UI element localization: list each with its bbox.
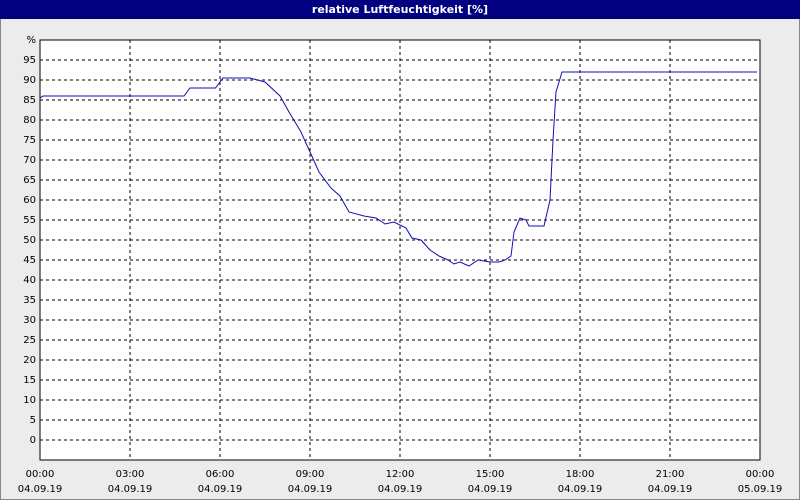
x-tick-label: 12:00 (386, 469, 415, 480)
y-tick-label: 0 (30, 435, 36, 446)
y-tick-label: 10 (23, 395, 36, 406)
y-tick-label: 5 (30, 415, 36, 426)
x-tick-date: 04.09.19 (198, 484, 243, 495)
y-tick-label: 25 (23, 335, 36, 346)
y-tick-label: 60 (23, 195, 36, 206)
y-tick-label: 85 (23, 95, 36, 106)
y-tick-label: 55 (23, 215, 36, 226)
x-tick-label: 00:00 (746, 469, 775, 480)
x-tick-label: 00:00 (26, 469, 55, 480)
y-tick-label: % (26, 35, 36, 46)
x-tick-date: 04.09.19 (288, 484, 333, 495)
x-tick-label: 03:00 (116, 469, 145, 480)
y-tick-label: 65 (23, 175, 36, 186)
y-tick-label: 75 (23, 135, 36, 146)
y-tick-label: 30 (23, 315, 36, 326)
x-tick-label: 06:00 (206, 469, 235, 480)
x-tick-date: 04.09.19 (378, 484, 423, 495)
chart-title: relative Luftfeuchtigkeit [%] (312, 3, 488, 16)
x-tick-date: 04.09.19 (108, 484, 153, 495)
line (39, 71, 757, 267)
y-tick-label: 45 (23, 255, 36, 266)
y-tick-label: 50 (23, 235, 36, 246)
x-tick-date: 04.09.19 (18, 484, 63, 495)
x-tick-label: 09:00 (296, 469, 325, 480)
y-tick-label: 80 (23, 115, 36, 126)
x-tick-label: 15:00 (476, 469, 505, 480)
y-tick-label: 15 (23, 375, 36, 386)
y-tick-label: 20 (23, 355, 36, 366)
x-tick-date: 04.09.19 (648, 484, 693, 495)
y-tick-label: 70 (23, 155, 36, 166)
x-tick-label: 21:00 (656, 469, 685, 480)
x-tick-date: 05.09.19 (738, 484, 783, 495)
x-tick-date: 04.09.19 (558, 484, 603, 495)
x-tick-date: 04.09.19 (468, 484, 513, 495)
plot-border (39, 39, 761, 461)
y-tick-label: 35 (23, 295, 36, 306)
y-tick-label: 40 (23, 275, 36, 286)
title-bar (0, 0, 800, 19)
y-tick-label: 95 (23, 55, 36, 66)
x-tick-label: 18:00 (566, 469, 595, 480)
y-tick-label: 90 (23, 75, 36, 86)
